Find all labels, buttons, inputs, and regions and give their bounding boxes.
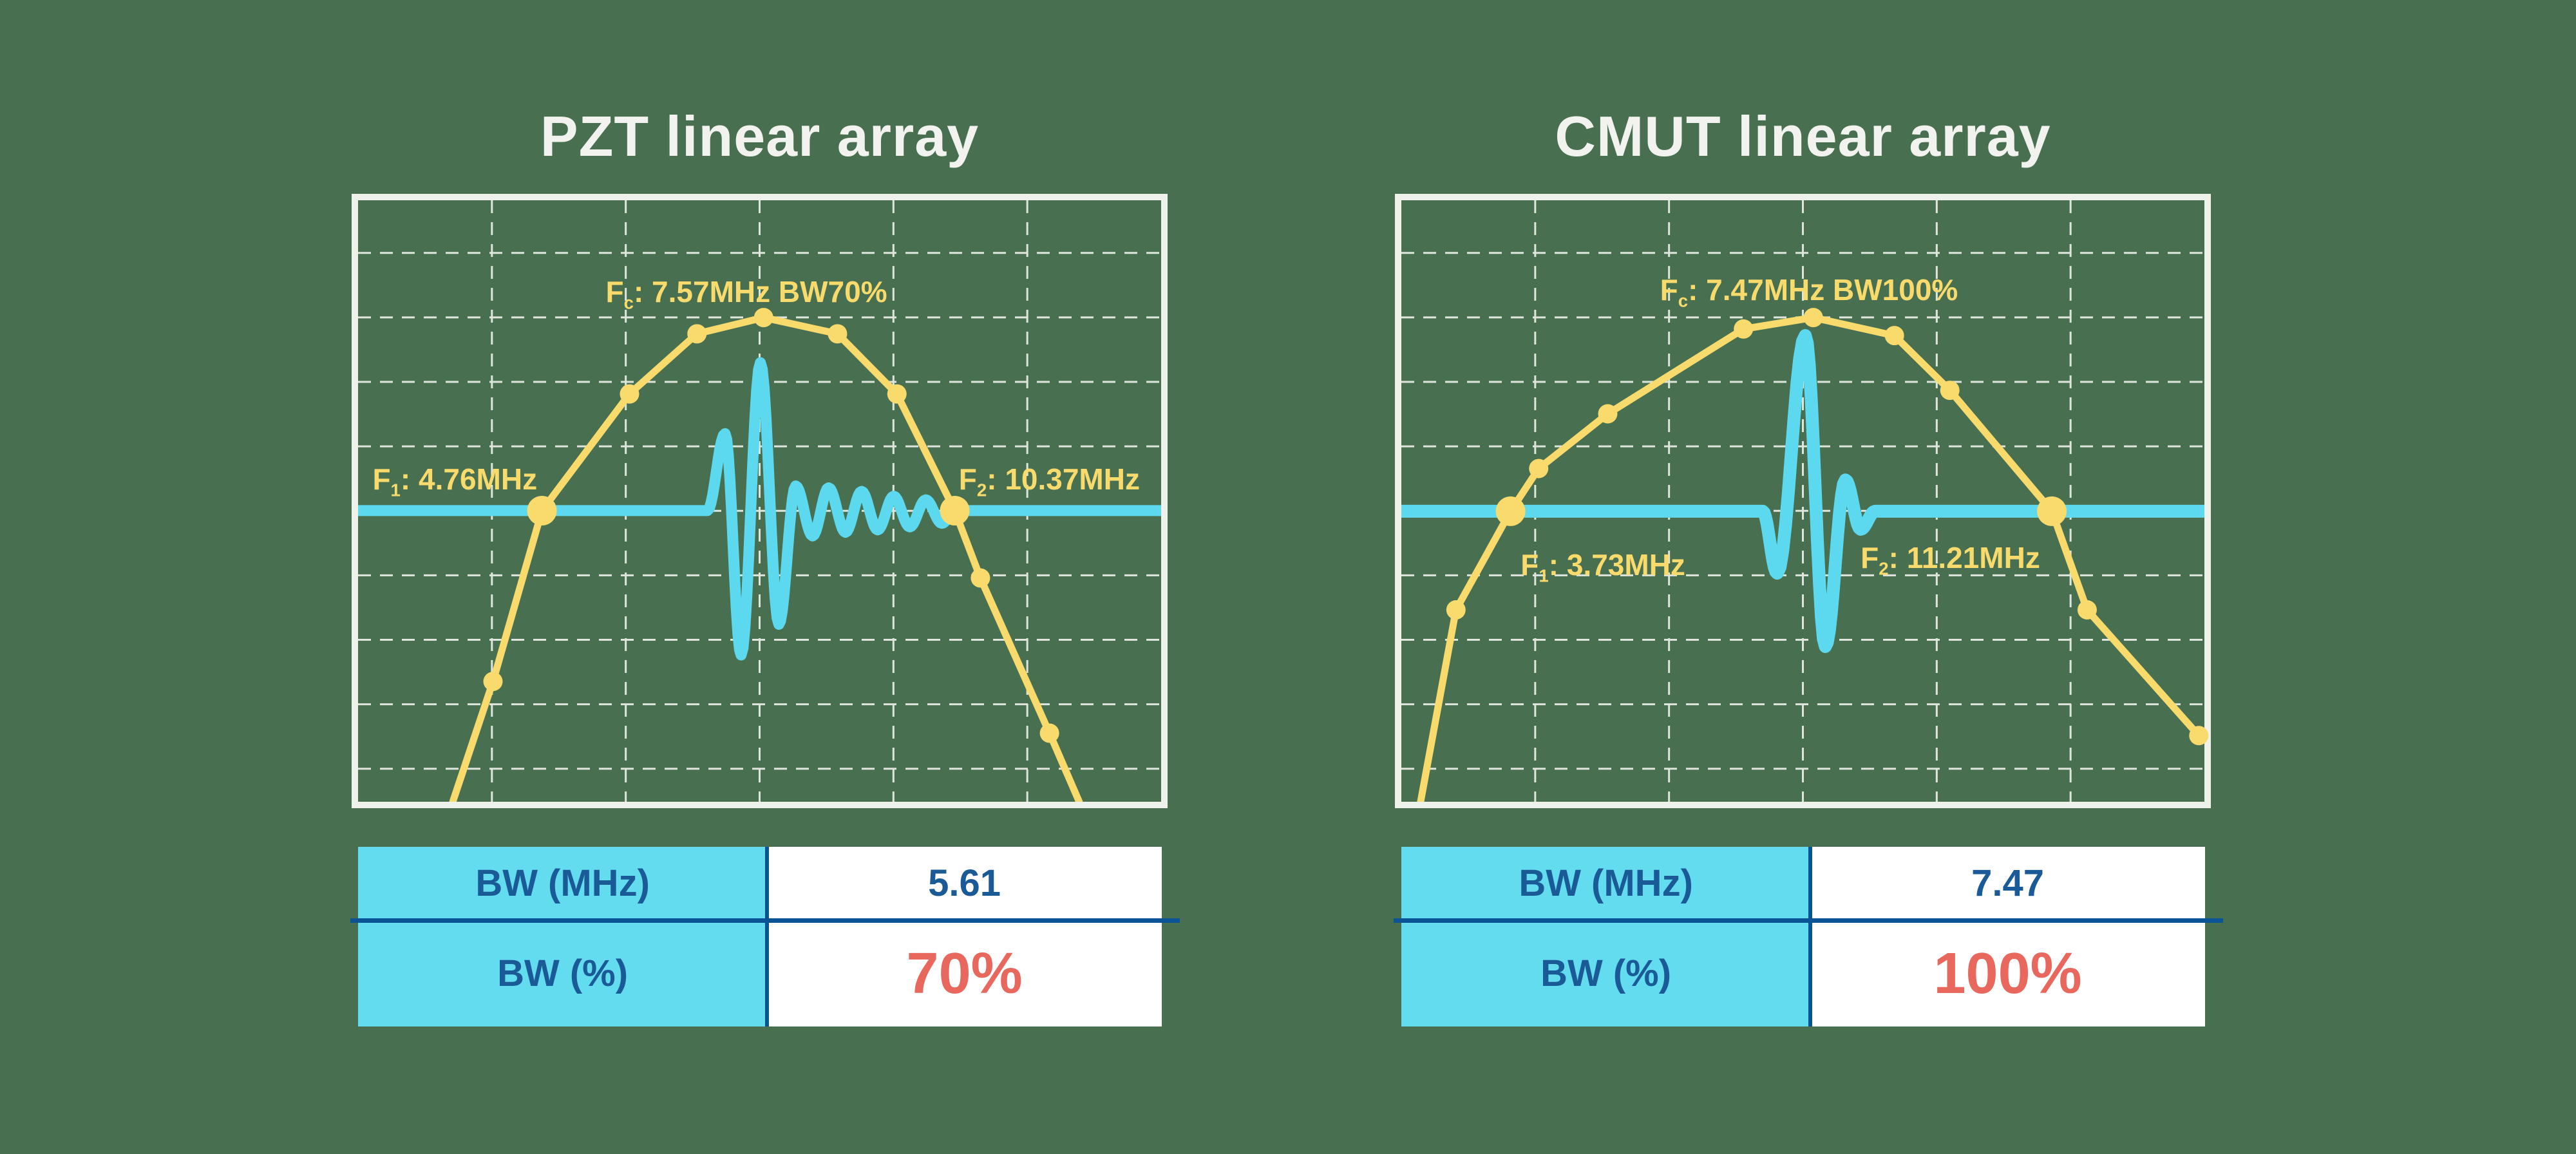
- pzt-chart-svg: [358, 200, 1161, 802]
- data-point-dot: [1446, 600, 1466, 620]
- pzt-f2-annotation: F2: 10.37MHz: [958, 462, 1140, 499]
- data-point-dot: [1039, 723, 1059, 743]
- bw-mhz-label-cell: BW (MHz): [358, 847, 768, 920]
- data-point-dot: [2189, 726, 2209, 746]
- f-value-text: : 10.37MHz: [987, 462, 1140, 497]
- cmut-chart-svg: [1401, 200, 2209, 802]
- bw-pct-label-cell: BW (%): [1401, 920, 1811, 1026]
- grid-lines: [358, 200, 1161, 802]
- cmut-f1-annotation: F1: 3.73MHz: [1520, 548, 1685, 585]
- f-subscript: 2: [1879, 558, 1889, 579]
- table-row: BW (%) 100%: [1401, 920, 2205, 1026]
- bandwidth-limit-dot: [2037, 496, 2067, 526]
- bw-pct-value-cell: 100%: [1810, 920, 2205, 1026]
- pzt-f1-annotation: F1: 4.76MHz: [372, 462, 538, 499]
- f-value-text: : 3.73MHz: [1548, 548, 1685, 582]
- f-subscript: c: [1678, 290, 1689, 311]
- bw-pct-label-cell: BW (%): [358, 920, 768, 1026]
- cmut-fc-annotation: Fc: 7.47MHz BW100%: [1660, 272, 1958, 310]
- table-column-divider: [1808, 847, 1813, 1026]
- f-value-text: : 7.57MHz BW70%: [633, 274, 887, 308]
- table-column-divider: [765, 847, 770, 1026]
- f-value-text: : 11.21MHz: [1888, 540, 2040, 574]
- f-letter: F: [1520, 548, 1539, 582]
- bandwidth-limit-dot: [1495, 496, 1526, 526]
- table-row-divider: [1394, 918, 2223, 923]
- cmut-chart-frame: Fc: 7.47MHz BW100% F1: 3.73MHz F2: 11.21…: [1395, 194, 2211, 808]
- table-row: BW (%) 70%: [358, 920, 1162, 1026]
- f-letter: F: [605, 274, 624, 308]
- bandwidth-limit-dot: [527, 495, 557, 525]
- table-row: BW (MHz) 5.61: [358, 847, 1162, 920]
- data-point-dot: [1734, 319, 1754, 339]
- f-subscript: 2: [976, 480, 987, 500]
- spectrum-curve: [449, 314, 1083, 802]
- pzt-chart-frame: Fc: 7.57MHz BW70% F1: 4.76MHz F2: 10.37M…: [352, 194, 1168, 808]
- data-point-dot: [483, 672, 503, 692]
- bw-mhz-label-cell: BW (MHz): [1401, 847, 1811, 920]
- data-point-dot: [1803, 308, 1823, 328]
- data-point-dot: [687, 324, 707, 344]
- f-value-text: : 4.76MHz: [400, 462, 538, 497]
- data-point-dot: [887, 384, 907, 404]
- data-point-dot: [620, 384, 639, 404]
- bw-pct-value-cell: 70%: [767, 920, 1162, 1026]
- cmut-panel-title: CMUT linear array: [1555, 104, 2051, 168]
- pulse-waveform: [1401, 329, 2204, 653]
- bandwidth-limit-dot: [940, 495, 970, 525]
- data-point-dot: [1529, 459, 1549, 478]
- f-subscript: 1: [1539, 565, 1549, 586]
- f-value-text: : 7.47MHz BW100%: [1688, 272, 1958, 307]
- f-subscript: 1: [390, 480, 401, 500]
- data-point-dot: [1884, 326, 1904, 346]
- f-letter: F: [372, 462, 391, 497]
- cmut-bw-table: BW (MHz) 7.47 BW (%) 100%: [1394, 847, 2223, 1026]
- bw-mhz-value-cell: 7.47: [1810, 847, 2205, 920]
- data-point-dot: [1940, 381, 1960, 401]
- pzt-fc-annotation: Fc: 7.57MHz BW70%: [605, 274, 887, 312]
- data-point-dot: [971, 568, 990, 588]
- bw-mhz-value-cell: 5.61: [767, 847, 1162, 920]
- f-letter: F: [1861, 540, 1879, 574]
- cmut-f2-annotation: F2: 11.21MHz: [1861, 540, 2040, 578]
- data-point-dot: [1598, 404, 1618, 424]
- spectrum-curve: [1417, 314, 2202, 802]
- pulse-waveform: [358, 357, 1161, 661]
- data-point-dot: [828, 324, 848, 344]
- f-letter: F: [1660, 272, 1678, 307]
- f-letter: F: [958, 462, 977, 497]
- pzt-bw-table: BW (MHz) 5.61 BW (%) 70%: [350, 847, 1180, 1026]
- data-point-dot: [753, 308, 773, 328]
- f-subscript: c: [623, 292, 634, 313]
- table-row: BW (MHz) 7.47: [1401, 847, 2205, 920]
- data-point-dot: [2077, 600, 2097, 620]
- pzt-panel-title: PZT linear array: [540, 104, 980, 168]
- table-row-divider: [350, 918, 1180, 923]
